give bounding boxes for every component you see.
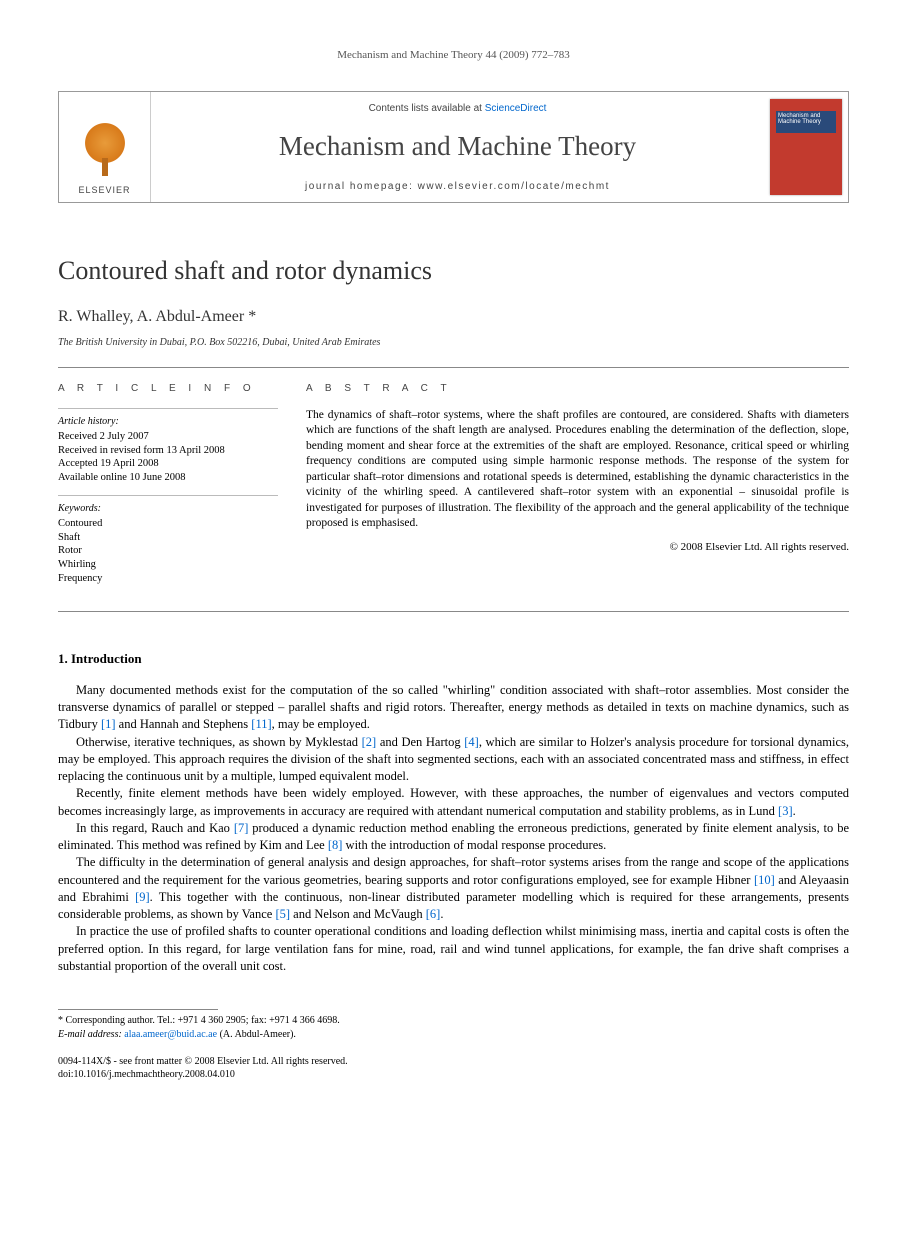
article-info-column: A R T I C L E I N F O Article history: R… — [58, 382, 278, 595]
ref-link[interactable]: [4] — [464, 735, 479, 749]
para-text: In this regard, Rauch and Kao — [76, 821, 234, 835]
contents-prefix: Contents lists available at — [369, 103, 485, 114]
ref-link[interactable]: [2] — [362, 735, 377, 749]
publisher-label: ELSEVIER — [78, 184, 130, 196]
ref-link[interactable]: [10] — [754, 873, 775, 887]
history-line: Accepted 19 April 2008 — [58, 457, 278, 471]
para-text: The difficulty in the determination of g… — [58, 855, 849, 886]
history-block: Article history: Received 2 July 2007 Re… — [58, 408, 278, 485]
info-abstract-row: A R T I C L E I N F O Article history: R… — [58, 368, 849, 611]
para-text: Recently, finite element methods have be… — [58, 786, 849, 817]
section-introduction: 1. Introduction Many documented methods … — [58, 650, 849, 975]
history-heading: Article history: — [58, 413, 278, 429]
email-label: E-mail address: — [58, 1029, 124, 1040]
banner-cover: Mechanism and Machine Theory — [764, 92, 848, 202]
authors: R. Whalley, A. Abdul-Ameer * — [58, 306, 849, 328]
elsevier-tree-icon — [75, 122, 135, 182]
journal-banner: ELSEVIER Contents lists available at Sci… — [58, 91, 849, 203]
body-para: The difficulty in the determination of g… — [58, 854, 849, 923]
ref-link[interactable]: [9] — [135, 890, 150, 904]
abstract-text: The dynamics of shaft–rotor systems, whe… — [306, 408, 849, 532]
para-text: . — [793, 804, 796, 818]
ref-link[interactable]: [5] — [275, 907, 290, 921]
ref-link[interactable]: [6] — [426, 907, 441, 921]
body-para: In practice the use of profiled shafts t… — [58, 923, 849, 975]
issn-line: 0094-114X/$ - see front matter © 2008 El… — [58, 1055, 849, 1068]
contents-available-line: Contents lists available at ScienceDirec… — [369, 102, 547, 116]
body-para: Recently, finite element methods have be… — [58, 785, 849, 820]
banner-center: Contents lists available at ScienceDirec… — [151, 92, 764, 202]
journal-name: Mechanism and Machine Theory — [279, 128, 636, 164]
article-title: Contoured shaft and rotor dynamics — [58, 253, 849, 288]
email-suffix: (A. Abdul-Ameer). — [217, 1029, 296, 1040]
keyword: Whirling — [58, 558, 278, 572]
doi-line: doi:10.1016/j.mechmachtheory.2008.04.010 — [58, 1068, 849, 1081]
homepage-prefix: journal homepage: — [305, 181, 418, 192]
keyword: Frequency — [58, 572, 278, 586]
section-heading: 1. Introduction — [58, 650, 849, 668]
para-text: and Den Hartog — [376, 735, 464, 749]
history-line: Available online 10 June 2008 — [58, 471, 278, 485]
para-text: and Hannah and Stephens — [116, 717, 252, 731]
keyword: Rotor — [58, 544, 278, 558]
affiliation: The British University in Dubai, P.O. Bo… — [58, 336, 849, 350]
para-text: with the introduction of modal response … — [342, 838, 606, 852]
history-line: Received 2 July 2007 — [58, 430, 278, 444]
para-text: . — [440, 907, 443, 921]
para-text: Otherwise, iterative techniques, as show… — [76, 735, 362, 749]
publisher-logo-block: ELSEVIER — [59, 92, 151, 202]
body-para: Otherwise, iterative techniques, as show… — [58, 734, 849, 786]
keyword: Contoured — [58, 517, 278, 531]
ref-link[interactable]: [1] — [101, 717, 116, 731]
article-info-label: A R T I C L E I N F O — [58, 382, 278, 396]
email-footnote: E-mail address: alaa.ameer@buid.ac.ae (A… — [58, 1028, 849, 1042]
footnote-rule — [58, 1009, 218, 1010]
ref-link[interactable]: [3] — [778, 804, 793, 818]
abstract-copyright: © 2008 Elsevier Ltd. All rights reserved… — [306, 540, 849, 555]
abstract-column: A B S T R A C T The dynamics of shaft–ro… — [306, 382, 849, 595]
keywords-heading: Keywords: — [58, 500, 278, 516]
running-header: Mechanism and Machine Theory 44 (2009) 7… — [58, 48, 849, 63]
homepage-url[interactable]: www.elsevier.com/locate/mechmt — [418, 181, 610, 192]
ref-link[interactable]: [7] — [234, 821, 249, 835]
ref-link[interactable]: [11] — [251, 717, 271, 731]
body-para: Many documented methods exist for the co… — [58, 682, 849, 734]
homepage-line: journal homepage: www.elsevier.com/locat… — [305, 180, 610, 194]
cover-title: Mechanism and Machine Theory — [778, 113, 842, 126]
corresponding-author-footnote: * Corresponding author. Tel.: +971 4 360… — [58, 1014, 849, 1028]
rule-bottom — [58, 611, 849, 612]
ref-link[interactable]: [8] — [328, 838, 343, 852]
para-text: and Nelson and McVaugh — [290, 907, 426, 921]
keywords-block: Keywords: Contoured Shaft Rotor Whirling… — [58, 495, 278, 586]
page: Mechanism and Machine Theory 44 (2009) 7… — [0, 0, 907, 1121]
front-matter-meta: 0094-114X/$ - see front matter © 2008 El… — [58, 1055, 849, 1081]
para-text: , may be employed. — [272, 717, 370, 731]
history-line: Received in revised form 13 April 2008 — [58, 444, 278, 458]
sciencedirect-link[interactable]: ScienceDirect — [485, 103, 547, 114]
para-text: . This together with the continuous, non… — [58, 890, 849, 921]
abstract-label: A B S T R A C T — [306, 382, 849, 396]
email-link[interactable]: alaa.ameer@buid.ac.ae — [124, 1029, 217, 1040]
body-para: In this regard, Rauch and Kao [7] produc… — [58, 820, 849, 855]
keyword: Shaft — [58, 531, 278, 545]
journal-cover-thumb: Mechanism and Machine Theory — [770, 99, 842, 195]
